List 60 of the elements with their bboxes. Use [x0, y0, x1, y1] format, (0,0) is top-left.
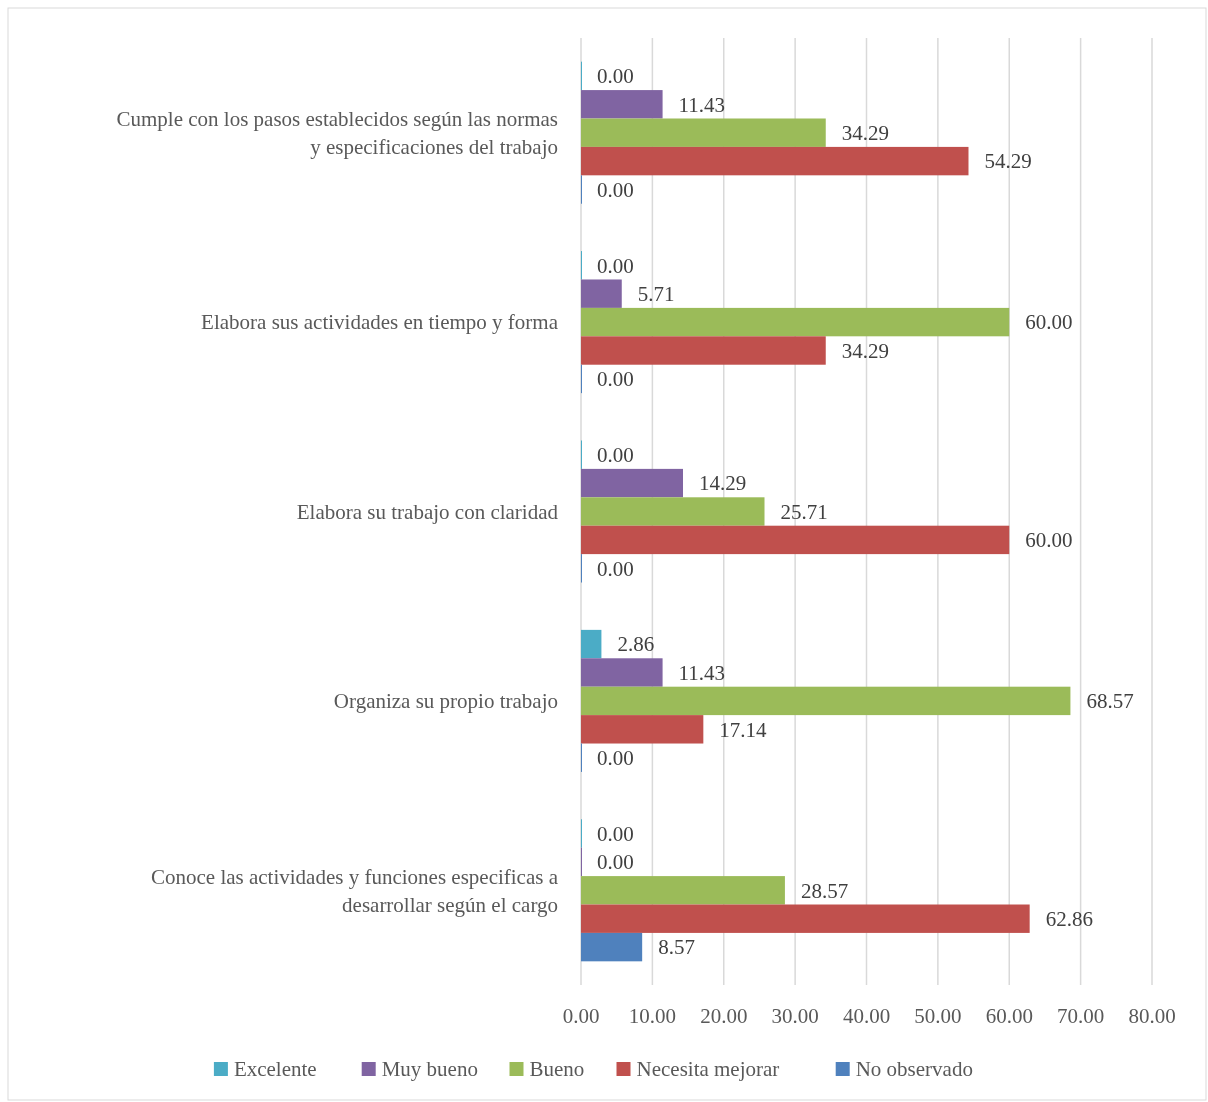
- data-label: 14.29: [698, 471, 747, 496]
- bar: [581, 904, 1030, 933]
- y-tick-label: Elabora su trabajo con claridad: [296, 499, 559, 524]
- bar: [581, 497, 765, 526]
- y-tick-label: Conoce las actividades y funciones especificas a desarrollar según el cargo: [150, 864, 559, 917]
- x-tick-label: 20.00: [700, 1004, 748, 1029]
- x-tick-label: 80.00: [1128, 1004, 1176, 1029]
- data-label: 0.00: [597, 64, 634, 89]
- x-tick-label: 50.00: [914, 1004, 962, 1029]
- bar: [581, 629, 602, 659]
- bar: [581, 118, 826, 147]
- data-label: 60.00: [1025, 310, 1073, 335]
- data-label: 11.43: [678, 660, 726, 685]
- data-label: 68.57: [1086, 689, 1134, 714]
- data-label: 0.00: [597, 367, 634, 392]
- data-label: 60.00: [1025, 528, 1073, 553]
- bar: [581, 279, 622, 308]
- data-label: 62.86: [1045, 907, 1093, 932]
- data-label: 17.14: [719, 717, 768, 742]
- x-tick-label: 40.00: [842, 1004, 891, 1029]
- data-label: 54.29: [984, 149, 1032, 174]
- x-tick-label: 10.00: [628, 1004, 676, 1029]
- y-tick-label: Organiza su propio trabajo: [333, 689, 558, 714]
- legend-label: No observado: [855, 1057, 973, 1082]
- y-tick-label: Cumple con los pasos establecidos según las normas y especificaciones del trabajo: [116, 107, 558, 160]
- x-tick-label: 70.00: [1057, 1004, 1105, 1029]
- bar: [581, 146, 969, 176]
- y-tick-label: Elabora sus actividades en tiempo y forma: [201, 310, 559, 335]
- bar: [581, 876, 785, 905]
- legend-label: Necesita mejorar: [636, 1057, 780, 1082]
- bar: [581, 468, 683, 498]
- bar: [581, 90, 663, 119]
- x-tick-label: 30.00: [771, 1004, 819, 1029]
- data-label: 0.00: [597, 443, 634, 468]
- data-label: 0.00: [597, 850, 634, 875]
- data-label: 25.71: [780, 499, 828, 524]
- data-label: 28.57: [800, 878, 849, 903]
- data-label: 0.00: [597, 821, 634, 846]
- bar: [581, 336, 826, 365]
- legend-label: Excelente: [233, 1057, 317, 1082]
- legend-label: Bueno: [529, 1057, 585, 1082]
- data-label: 0.00: [597, 253, 634, 278]
- data-label: 5.71: [637, 282, 675, 307]
- data-label: 2.86: [617, 632, 655, 657]
- data-label: 8.57: [658, 935, 695, 960]
- bar: [581, 686, 1071, 716]
- bar: [581, 715, 704, 744]
- data-label: 34.29: [841, 338, 889, 363]
- bar: [581, 307, 1010, 337]
- data-label: 34.29: [841, 121, 889, 146]
- x-tick-label: 60.00: [985, 1004, 1033, 1029]
- data-label: 0.00: [597, 177, 634, 202]
- bar: [581, 658, 663, 687]
- bar: [581, 525, 1010, 555]
- legend-label: Muy bueno: [381, 1057, 478, 1082]
- x-tick-label: 0.00: [562, 1004, 600, 1029]
- data-label: 11.43: [678, 92, 726, 117]
- bar: [581, 932, 643, 962]
- data-label: 0.00: [597, 556, 634, 581]
- data-label: 0.00: [597, 746, 634, 771]
